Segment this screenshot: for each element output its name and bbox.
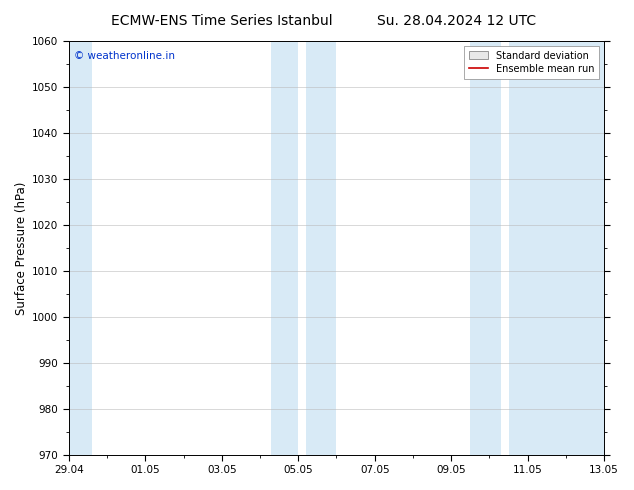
Bar xyxy=(306,41,337,455)
Bar xyxy=(470,41,501,455)
Bar xyxy=(69,41,92,455)
Bar xyxy=(271,41,298,455)
Text: ECMW-ENS Time Series Istanbul: ECMW-ENS Time Series Istanbul xyxy=(111,14,333,28)
Bar xyxy=(508,41,604,455)
Y-axis label: Surface Pressure (hPa): Surface Pressure (hPa) xyxy=(15,181,28,315)
Text: Su. 28.04.2024 12 UTC: Su. 28.04.2024 12 UTC xyxy=(377,14,536,28)
Text: © weatheronline.in: © weatheronline.in xyxy=(74,51,175,61)
Legend: Standard deviation, Ensemble mean run: Standard deviation, Ensemble mean run xyxy=(464,46,599,78)
